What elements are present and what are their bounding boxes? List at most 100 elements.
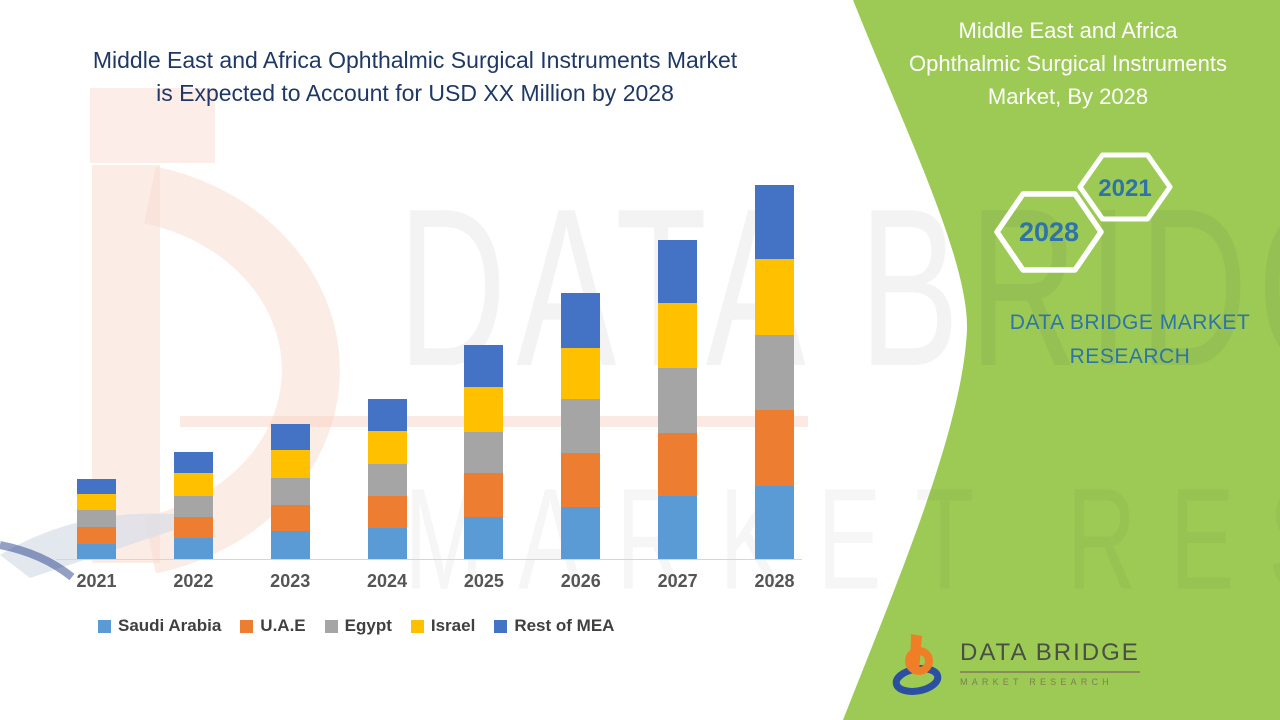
bar-2024-segment-u-a-e xyxy=(367,496,407,528)
legend-item-saudi-arabia: Saudi Arabia xyxy=(98,616,221,636)
x-axis-label-2028: 2028 xyxy=(754,571,795,591)
logo-name: DATA BRIDGE xyxy=(960,639,1140,673)
bar-2025-segment-israel xyxy=(464,387,504,432)
bar-2028-segment-egypt xyxy=(754,335,794,410)
company-logo: DATA BRIDGE MARKET RESEARCH xyxy=(886,630,1140,696)
bar-2025-segment-rest-of-mea xyxy=(464,345,504,387)
bar-2022-segment-saudi-arabia xyxy=(173,538,213,559)
x-axis-label-2025: 2025 xyxy=(463,571,504,591)
bar-2024-segment-saudi-arabia xyxy=(367,528,407,559)
x-axis-label-2022: 2022 xyxy=(173,571,214,591)
hexagon-2021 xyxy=(1077,152,1173,222)
side-brand-line2: RESEARCH xyxy=(1069,345,1191,368)
page-title-line1: Middle East and Africa Ophthalmic Surgic… xyxy=(92,47,738,73)
bar-2021-segment-u-a-e xyxy=(77,527,116,544)
hexagon-2028 xyxy=(994,191,1104,273)
bar-2028-segment-saudi-arabia xyxy=(754,486,794,559)
side-title-line3: Market, By 2028 xyxy=(987,84,1149,109)
bar-2022 xyxy=(173,452,213,559)
bar-2022-segment-u-a-e xyxy=(173,517,213,538)
legend-item-u-a-e: U.A.E xyxy=(240,616,306,636)
bar-2023-segment-saudi-arabia xyxy=(270,531,310,559)
page-title: Middle East and Africa Ophthalmic Surgic… xyxy=(40,44,790,110)
legend-label-israel: Israel xyxy=(430,616,476,635)
x-axis-label-2021: 2021 xyxy=(76,571,117,591)
hexagon-2021-label: 2021 xyxy=(1098,175,1151,202)
bar-2028-segment-u-a-e xyxy=(754,410,794,486)
legend-swatch-u-a-e xyxy=(240,619,254,633)
bar-2021 xyxy=(77,479,116,559)
bar-2024-segment-rest-of-mea xyxy=(367,399,407,431)
legend-swatch-israel xyxy=(410,619,424,633)
bar-2021-segment-rest-of-mea xyxy=(77,479,116,494)
bar-2023-segment-israel xyxy=(270,450,310,478)
logo-subtitle: MARKET RESEARCH xyxy=(960,677,1113,687)
watermark-bowl-arc xyxy=(143,166,340,574)
x-axis-label-2024: 2024 xyxy=(367,571,408,591)
side-brand-line1: DATA BRIDGE MARKET xyxy=(1009,311,1251,334)
bar-2021-segment-egypt xyxy=(77,510,116,527)
side-panel-shape xyxy=(843,0,1280,720)
logo-b-bowl xyxy=(905,647,933,675)
legend-label-egypt: Egypt xyxy=(344,616,392,635)
bar-2024-segment-israel xyxy=(367,431,407,464)
side-panel-title: Middle East and Africa Ophthalmic Surgic… xyxy=(856,14,1280,113)
bar-2028-segment-rest-of-mea xyxy=(754,185,794,259)
bar-2028 xyxy=(754,185,794,559)
legend-item-israel: Israel xyxy=(410,616,476,636)
watermark-swoosh-line xyxy=(0,541,75,581)
logo-text: DATA BRIDGE MARKET RESEARCH xyxy=(960,639,1140,687)
bar-2026-segment-u-a-e xyxy=(561,453,601,507)
legend-swatch-rest-of-mea xyxy=(494,619,508,633)
bar-2025-segment-u-a-e xyxy=(464,473,504,517)
bar-2025-segment-egypt xyxy=(464,432,504,473)
bar-2026 xyxy=(561,293,601,559)
bar-2022-segment-israel xyxy=(173,473,213,496)
bar-2025 xyxy=(464,345,504,559)
bar-2027-segment-saudi-arabia xyxy=(658,496,698,559)
bar-2026-segment-saudi-arabia xyxy=(561,507,601,559)
legend-swatch-egypt xyxy=(324,619,338,633)
legend-swatch-saudi-arabia xyxy=(98,619,111,633)
legend-label-saudi-arabia: Saudi Arabia xyxy=(118,616,222,635)
bar-2023-segment-egypt xyxy=(270,478,310,505)
logo-mark-icon xyxy=(892,634,942,695)
legend-label-u-a-e: U.A.E xyxy=(260,616,306,635)
bar-2027-segment-u-a-e xyxy=(658,433,698,496)
bar-2027-segment-egypt xyxy=(658,368,698,433)
bar-2021-segment-saudi-arabia xyxy=(77,544,116,559)
bar-2024-segment-egypt xyxy=(367,464,407,496)
page-title-line2: is Expected to Account for USD XX Millio… xyxy=(156,80,674,106)
bar-2026-segment-rest-of-mea xyxy=(561,293,601,348)
watermark-logo-shapes xyxy=(0,88,808,581)
legend-label-rest-of-mea: Rest of MEA xyxy=(514,616,615,635)
stacked-bar-chart xyxy=(77,185,794,559)
bar-2026-segment-israel xyxy=(561,348,601,399)
bar-2027-segment-rest-of-mea xyxy=(658,240,698,303)
side-title-line2: Ophthalmic Surgical Instruments xyxy=(909,51,1227,76)
bar-2023-segment-u-a-e xyxy=(270,505,310,531)
bar-2027-segment-israel xyxy=(658,303,698,368)
bar-2025-segment-saudi-arabia xyxy=(464,517,504,559)
bar-2024 xyxy=(367,399,407,559)
bar-2022-segment-rest-of-mea xyxy=(173,452,213,473)
x-axis-label-2027: 2027 xyxy=(657,571,698,591)
x-axis-label-2023: 2023 xyxy=(270,571,311,591)
bar-2021-segment-israel xyxy=(77,494,116,510)
bar-2027 xyxy=(658,240,698,559)
legend-item-egypt: Egypt xyxy=(324,616,392,636)
bar-2023-segment-rest-of-mea xyxy=(270,424,310,450)
watermark-block xyxy=(90,88,215,163)
x-axis-line xyxy=(56,559,802,560)
year-hexagons: 2028 2021 xyxy=(994,152,1173,273)
bar-2028-segment-israel xyxy=(754,259,794,335)
bar-2023 xyxy=(270,424,310,559)
legend-item-rest-of-mea: Rest of MEA xyxy=(494,616,614,636)
side-title-line1: Middle East and Africa xyxy=(958,18,1178,43)
side-panel-brand: DATA BRIDGE MARKET RESEARCH xyxy=(945,306,1280,374)
chart-legend: Saudi Arabia U.A.E Egypt Israel Rest of MEA xyxy=(98,616,614,636)
bar-2022-segment-egypt xyxy=(173,496,213,517)
x-axis-labels: 2021 2022 2023 2024 2025 2026 2027 2028 xyxy=(0,571,820,597)
